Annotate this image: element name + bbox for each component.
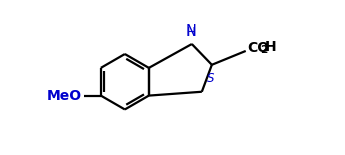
Text: CO: CO: [247, 41, 269, 55]
Text: S: S: [207, 73, 214, 86]
Text: N: N: [186, 7, 197, 39]
Text: 2: 2: [260, 45, 268, 55]
Text: H: H: [265, 40, 277, 54]
Text: H: H: [187, 26, 195, 39]
Text: MeO: MeO: [47, 89, 82, 103]
